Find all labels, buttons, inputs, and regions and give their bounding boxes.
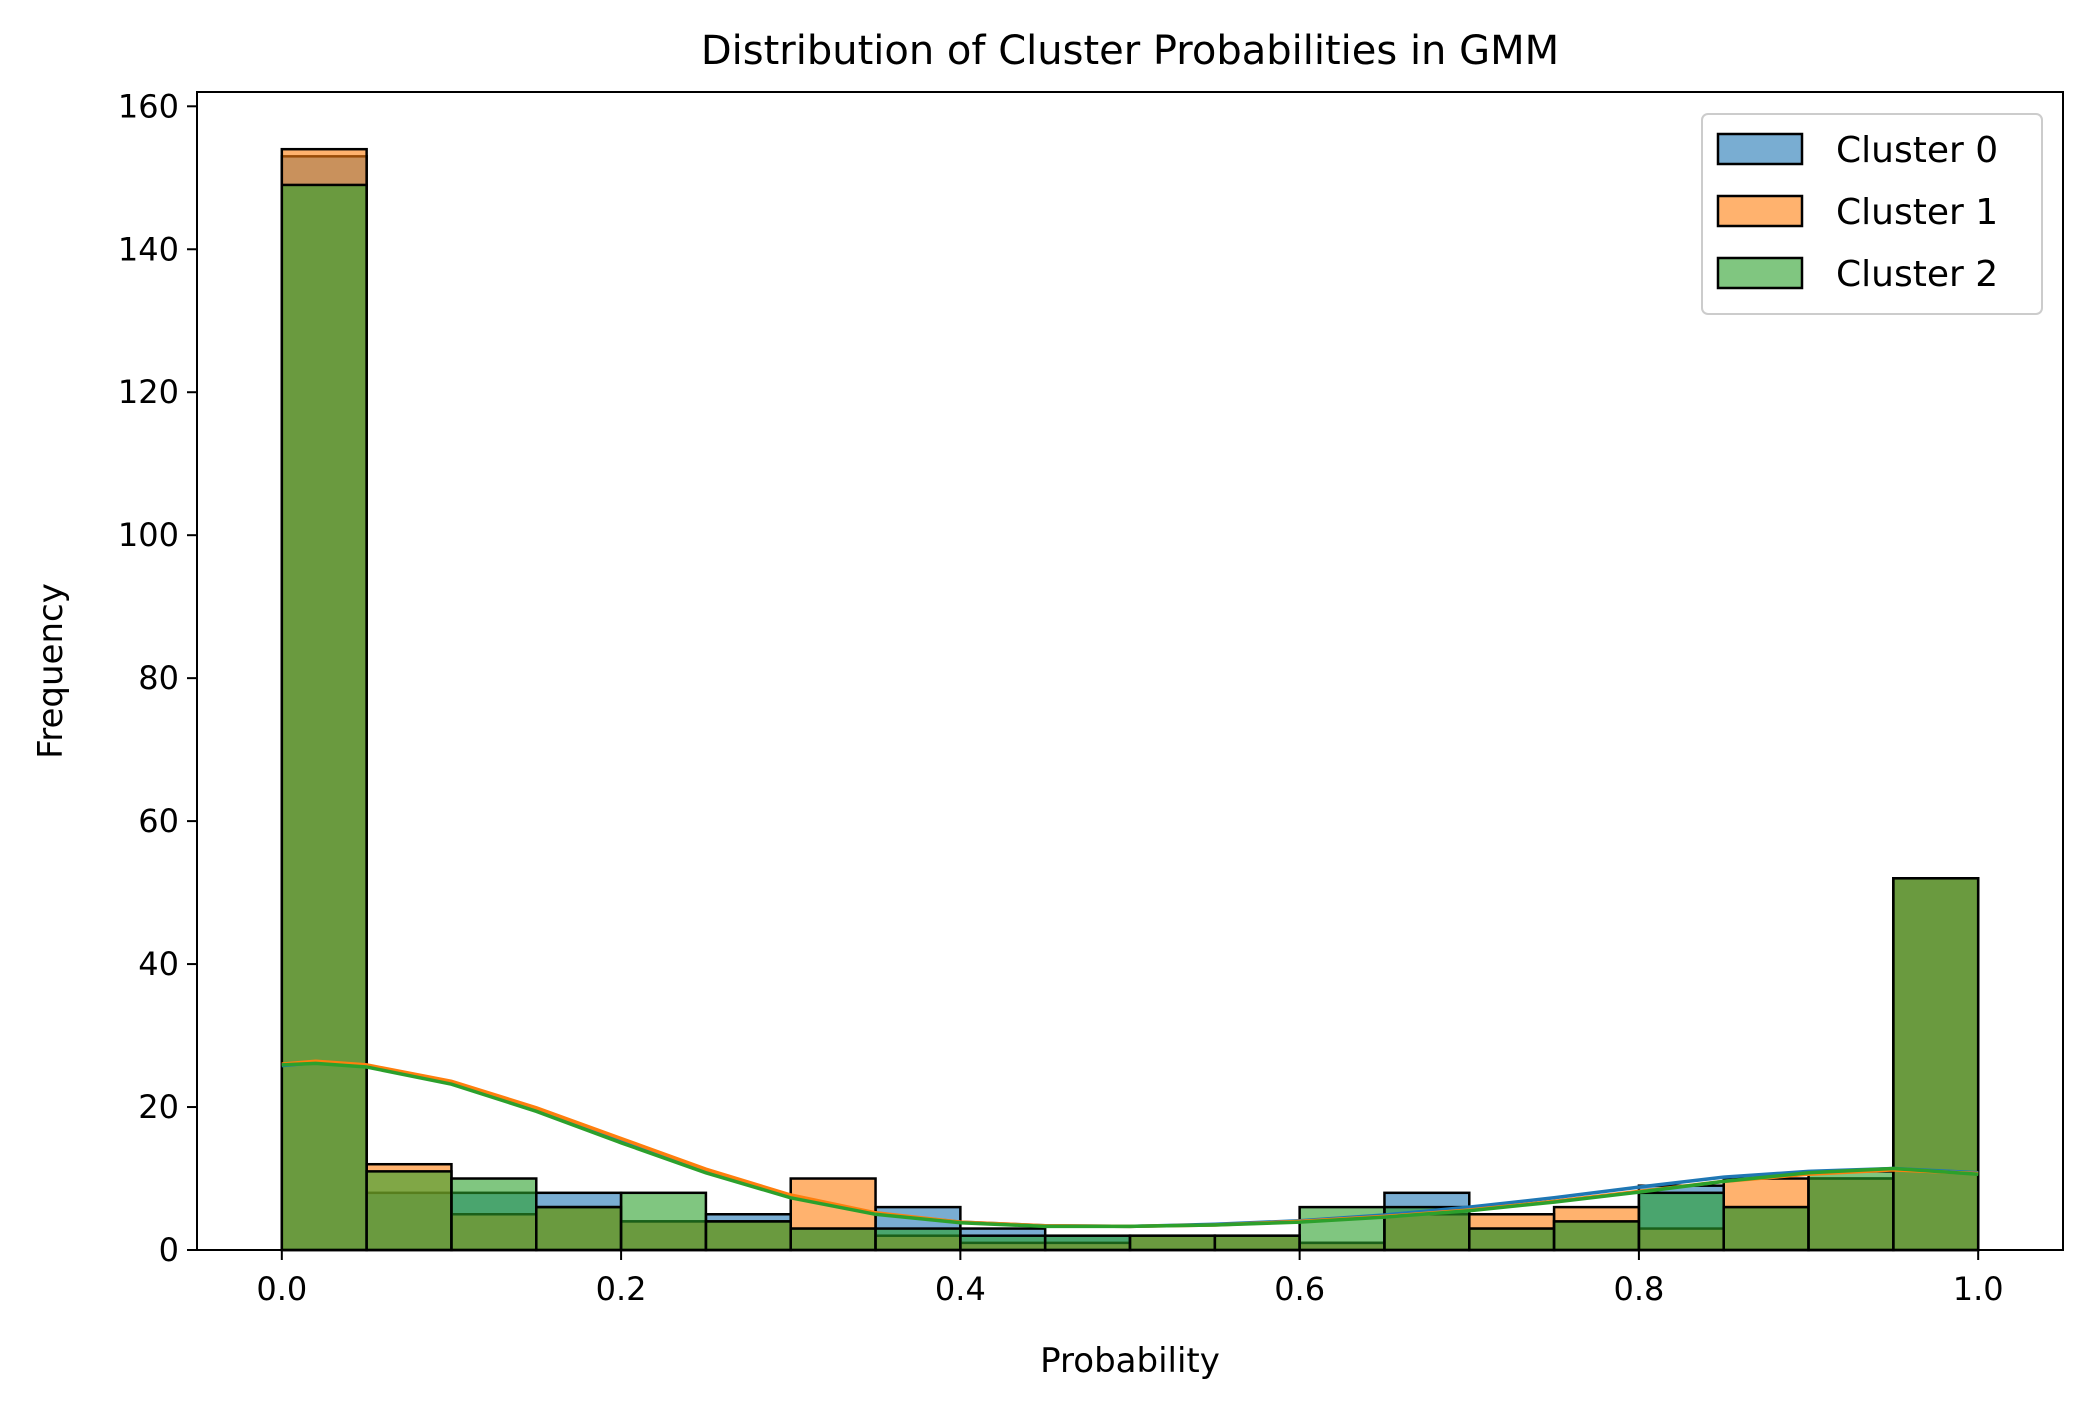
bar-cluster-2-bin-1 (365, 1170, 453, 1252)
legend-swatch-cluster-1 (1716, 194, 1804, 228)
bar-cluster-2-bin-8 (959, 1234, 1047, 1252)
bar-cluster-2-bin-17 (1722, 1205, 1810, 1252)
x-axis-label: Probability (1040, 1341, 1220, 1381)
legend-label-cluster-1: Cluster 1 (1836, 192, 1998, 233)
bar-cluster-2-bin-0 (280, 183, 368, 1252)
y-axis: 0 20 40 60 80 100 120 140 160 (118, 87, 197, 1269)
x-tick-label: 0.4 (935, 1270, 986, 1308)
legend: Cluster 0 Cluster 1 Cluster 2 (1701, 113, 2043, 315)
legend-swatch-cluster-0 (1716, 132, 1804, 166)
y-tick-label: 60 (138, 802, 179, 840)
x-tick-label: 0.6 (1274, 1270, 1325, 1308)
bar-cluster-2-bin-6 (789, 1227, 877, 1252)
y-tick-label: 80 (138, 659, 179, 697)
bar-cluster-2-bin-19 (1892, 877, 1980, 1252)
bar-cluster-2-bin-12 (1298, 1205, 1386, 1252)
bar-cluster-2-bin-7 (874, 1227, 962, 1252)
y-tick-label: 160 (118, 87, 179, 125)
kde-layer (281, 1059, 1979, 1229)
bar-cluster-2-bin-16 (1637, 1191, 1725, 1252)
bar-cluster-2-bin-11 (1213, 1234, 1301, 1252)
legend-swatch-cluster-2 (1716, 256, 1804, 290)
x-tick-label: 0.8 (1613, 1270, 1664, 1308)
y-tick-label: 40 (138, 945, 179, 983)
bars-layer (280, 147, 1980, 1252)
x-tick-label: 0.0 (256, 1270, 307, 1308)
y-tick-label: 0 (159, 1231, 179, 1269)
y-axis-label: Frequency (31, 583, 71, 759)
bar-cluster-2-bin-15 (1552, 1220, 1641, 1252)
bar-cluster-2-bin-10 (1128, 1234, 1217, 1252)
legend-items: Cluster 0 Cluster 1 Cluster 2 (1716, 130, 1998, 295)
x-tick-label: 1.0 (1953, 1270, 2004, 1308)
x-axis: 0.0 0.2 0.4 0.6 0.8 1.0 (256, 1250, 2004, 1308)
axes-frame (196, 91, 2064, 1251)
bar-cluster-2-bin-5 (704, 1220, 792, 1252)
bar-cluster-2-bin-4 (619, 1191, 708, 1252)
bar-cluster-2-bin-18 (1807, 1170, 1895, 1252)
bar-cluster-2-bin-3 (535, 1205, 623, 1252)
y-tick-label: 100 (118, 516, 179, 554)
y-tick-label: 20 (138, 1088, 179, 1126)
bar-cluster-2-bin-9 (1043, 1234, 1132, 1252)
y-tick-label: 140 (118, 230, 179, 268)
y-tick-label: 120 (118, 373, 179, 411)
legend-label-cluster-0: Cluster 0 (1836, 130, 1998, 171)
bar-cluster-2-bin-2 (450, 1177, 538, 1252)
chart-title: Distribution of Cluster Probabilities in… (701, 28, 1559, 74)
bar-cluster-2-bin-14 (1468, 1227, 1556, 1252)
kde-line-cluster-2 (281, 1061, 1979, 1229)
x-tick-label: 0.2 (596, 1270, 647, 1308)
legend-label-cluster-2: Cluster 2 (1836, 254, 1998, 295)
